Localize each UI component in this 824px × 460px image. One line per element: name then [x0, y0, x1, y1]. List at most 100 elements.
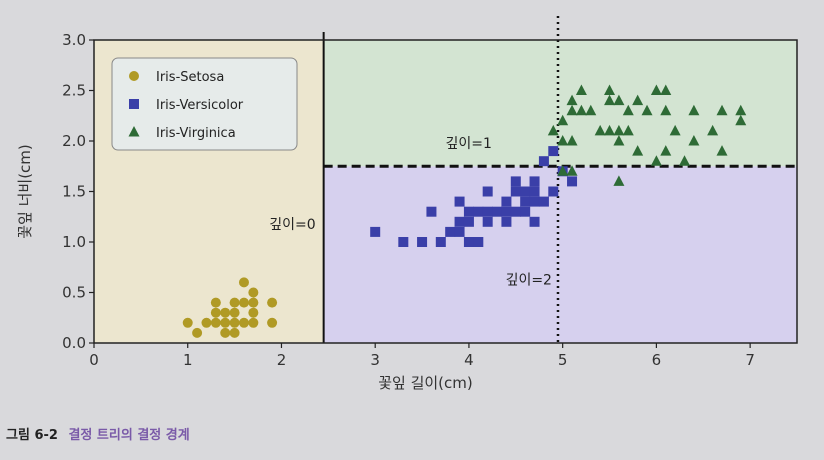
legend-marker	[129, 99, 139, 109]
point-iris-versicolor	[473, 237, 484, 247]
point-iris-versicolor	[463, 216, 474, 227]
point-iris-virginica	[622, 124, 634, 136]
decision-boundary-chart: 0 1 2 3 4 5 6 7 0.0 0.5 1.0 1.5 2.0 2.5 3.0 꽃잎 길이(cm) 꽃잎…	[16, 16, 798, 392]
figure-number: 그림 6-2	[6, 428, 58, 443]
y-axis-title: 꽃잎 너비(cm)	[16, 144, 34, 239]
point-iris-versicolor	[510, 206, 521, 217]
point-iris-virginica	[566, 104, 578, 116]
point-iris-versicolor	[370, 226, 381, 237]
point-iris-virginica	[669, 124, 681, 136]
point-iris-versicolor	[445, 226, 456, 237]
point-iris-virginica	[716, 145, 728, 156]
point-iris-versicolor	[454, 196, 465, 207]
depth-label: 깊이=1	[446, 136, 492, 152]
figure-title: 결정 트리의 결정 경계	[68, 428, 190, 443]
y-tick-label: 3.0	[62, 31, 86, 49]
legend-marker	[129, 71, 139, 81]
point-iris-setosa	[248, 297, 259, 308]
y-tick-label: 1.5	[62, 183, 86, 201]
x-tick-label: 7	[745, 351, 755, 369]
point-iris-virginica	[557, 114, 569, 126]
point-iris-setosa	[267, 297, 278, 308]
depth-label: 깊이=0	[269, 217, 315, 233]
axes: 0 1 2 3 4 5 6 7 0.0 0.5 1.0 1.5 2.0 2.5 3.0 꽃잎 길이(cm) 꽃잎…	[16, 31, 798, 392]
point-iris-virginica	[566, 135, 578, 146]
point-iris-versicolor	[529, 176, 540, 187]
point-iris-virginica	[585, 104, 597, 116]
point-iris-versicolor	[501, 206, 512, 217]
point-iris-virginica	[660, 145, 672, 156]
point-iris-virginica	[735, 114, 747, 126]
point-iris-virginica	[566, 94, 578, 106]
point-iris-virginica	[632, 94, 644, 106]
point-iris-virginica	[688, 135, 700, 146]
x-axis-title: 꽃잎 길이(cm)	[378, 374, 473, 392]
point-iris-setosa	[248, 287, 259, 298]
point-iris-setosa	[229, 307, 240, 318]
point-iris-virginica	[594, 124, 606, 136]
point-iris-virginica	[575, 84, 587, 95]
x-tick-label: 1	[183, 351, 193, 369]
point-iris-virginica	[604, 124, 616, 136]
point-iris-versicolor	[417, 237, 428, 247]
data-points	[182, 84, 747, 338]
point-iris-setosa	[182, 317, 193, 328]
depth-annotations: 깊이=0 깊이=1 깊이=2	[269, 136, 552, 288]
point-iris-versicolor	[482, 216, 493, 227]
point-iris-setosa	[220, 317, 231, 328]
x-tick-label: 3	[370, 351, 380, 369]
legend: Iris-Setosa Iris-Versicolor Iris-Virginica	[111, 57, 298, 151]
point-iris-versicolor	[454, 216, 465, 227]
decision-boundaries	[322, 16, 797, 343]
point-iris-setosa	[229, 317, 240, 328]
y-tick-label: 2.0	[62, 132, 86, 150]
point-iris-versicolor	[538, 196, 549, 207]
depth-label: 깊이=2	[506, 272, 552, 288]
x-tick-label: 2	[277, 351, 287, 369]
point-iris-setosa	[201, 317, 212, 328]
point-iris-setosa	[210, 317, 221, 328]
point-iris-versicolor	[398, 237, 409, 247]
point-iris-virginica	[650, 84, 662, 95]
point-iris-setosa	[248, 307, 259, 318]
point-iris-versicolor	[482, 206, 493, 217]
point-iris-virginica	[557, 165, 569, 176]
point-iris-virginica	[641, 104, 653, 116]
point-iris-virginica	[613, 135, 625, 146]
legend-label: Iris-Setosa	[156, 70, 224, 85]
point-iris-virginica	[650, 155, 662, 166]
point-iris-setosa	[248, 317, 259, 328]
point-iris-versicolor	[473, 206, 484, 217]
point-iris-virginica	[566, 165, 578, 176]
legend-label: Iris-Versicolor	[156, 98, 244, 113]
point-iris-virginica	[557, 135, 569, 146]
legend-marker	[128, 126, 140, 137]
point-iris-virginica	[547, 124, 559, 136]
point-iris-versicolor	[454, 226, 465, 237]
point-iris-versicolor	[529, 216, 540, 227]
point-iris-versicolor	[435, 237, 446, 247]
x-tick-label: 4	[464, 351, 474, 369]
point-iris-versicolor	[492, 206, 503, 217]
point-iris-setosa	[229, 327, 240, 338]
point-iris-versicolor	[463, 206, 474, 217]
point-iris-setosa	[267, 317, 278, 328]
point-iris-virginica	[604, 94, 616, 106]
point-iris-virginica	[613, 94, 625, 106]
point-iris-versicolor	[529, 186, 540, 197]
y-tick-label: 2.5	[62, 82, 86, 100]
point-iris-setosa	[192, 327, 203, 338]
point-iris-versicolor	[548, 186, 559, 197]
point-iris-versicolor	[426, 206, 437, 217]
point-iris-virginica	[688, 104, 700, 116]
x-tick-label: 6	[652, 351, 662, 369]
point-iris-versicolor	[548, 146, 559, 157]
point-iris-virginica	[660, 84, 672, 95]
point-iris-setosa	[238, 317, 249, 328]
x-tick-label: 5	[558, 351, 568, 369]
legend-box	[111, 57, 298, 151]
point-iris-versicolor	[529, 196, 540, 207]
point-iris-versicolor	[501, 196, 512, 207]
point-iris-virginica	[632, 145, 644, 156]
point-iris-versicolor	[501, 216, 512, 227]
